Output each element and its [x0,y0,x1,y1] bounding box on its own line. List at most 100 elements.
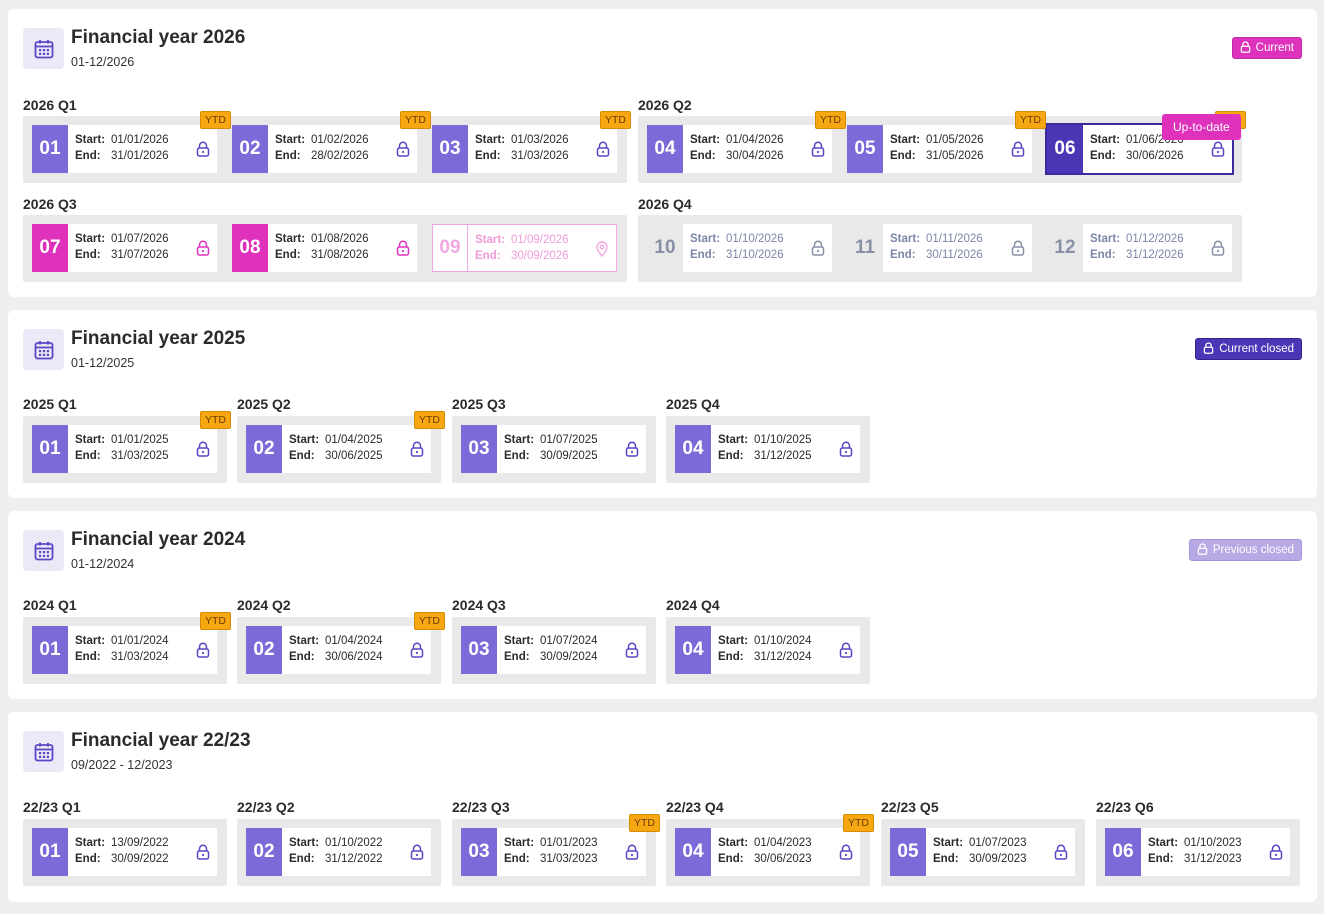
period-item[interactable]: 09 Start: 01/09/2026 End: 30/09/2026 [432,224,617,272]
quarter-label: 2024 Q3 [452,597,506,613]
calendar-icon [23,530,64,571]
end-date: 28/02/2026 [311,150,369,162]
lock-icon[interactable] [196,240,210,256]
period-end-row: End: 30/06/2025 [289,450,383,462]
period-item[interactable]: 12 Start: 01/12/2026 End: 31/12/2026 [1047,224,1232,272]
year-status-badge[interactable]: Current [1231,37,1302,59]
quarter-group: 03 Start: 01/07/2025 End: 30/09/2025 [452,416,656,483]
end-date: 30/06/2023 [754,853,812,865]
end-label: End: [289,450,315,462]
lock-icon[interactable] [1269,844,1283,860]
period-item[interactable]: 01 Start: 01/01/2025 End: 31/03/2025 YTD [32,411,231,473]
period-number: 04 [675,626,711,674]
period-item[interactable]: 07 Start: 01/07/2026 End: 31/07/2026 [32,224,217,272]
lock-icon[interactable] [625,844,639,860]
period-start-row: Start: 01/10/2024 [718,635,812,647]
lock-icon[interactable] [625,441,639,457]
period-item[interactable]: 01 Start: 01/01/2026 End: 31/01/2026 YTD [32,111,231,173]
period-item[interactable]: 02 Start: 01/10/2022 End: 31/12/2022 [246,828,431,876]
period-item[interactable]: 06 Start: 01/10/2023 End: 31/12/2023 [1105,828,1290,876]
quarter-label: 22/23 Q3 [452,799,510,815]
pin-icon[interactable] [595,241,609,258]
quarter-group: 05 Start: 01/07/2023 End: 30/09/2023 [881,819,1085,886]
period-start-row: Start: 13/09/2022 [75,837,169,849]
period-number: 03 [432,125,468,173]
lock-icon[interactable] [410,441,424,457]
lock-icon[interactable] [811,141,825,157]
period-card: Start: 01/08/2026 End: 31/08/2026 [268,224,417,272]
period-card: Start: 01/01/2026 End: 31/01/2026 [68,125,217,173]
lock-icon[interactable] [839,844,853,860]
lock-icon[interactable] [1011,141,1025,157]
period-start-row: Start: 01/05/2026 [890,134,984,146]
lock-icon[interactable] [410,844,424,860]
end-date: 30/11/2026 [926,249,983,261]
start-date: 01/01/2026 [111,134,169,146]
lock-icon[interactable] [1211,141,1225,157]
period-item[interactable]: 03 Start: 01/07/2024 End: 30/09/2024 [461,626,646,674]
quarter-group: 04 Start: 01/04/2023 End: 30/06/2023 YTD [666,814,874,886]
period-item[interactable]: 08 Start: 01/08/2026 End: 31/08/2026 [232,224,417,272]
period-item[interactable]: 04 Start: 01/04/2023 End: 30/06/2023 YTD [675,814,874,876]
year-status-badge[interactable]: Current closed [1195,338,1302,360]
quarter-label: 22/23 Q6 [1096,799,1154,815]
period-item[interactable]: 02 Start: 01/04/2025 End: 30/06/2025 YTD [246,411,445,473]
period-card: Start: 01/10/2023 End: 31/12/2023 [1141,828,1290,876]
period-item[interactable]: 01 Start: 13/09/2022 End: 30/09/2022 [32,828,217,876]
lock-icon[interactable] [1211,240,1225,256]
period-item[interactable]: 02 Start: 01/04/2024 End: 30/06/2024 YTD [246,612,445,674]
lock-icon[interactable] [196,141,210,157]
period-item[interactable]: 04 Start: 01/04/2026 End: 30/04/2026 YTD [647,111,846,173]
period-item[interactable]: 03 Start: 01/07/2025 End: 30/09/2025 [461,425,646,473]
period-item[interactable]: 10 Start: 01/10/2026 End: 31/10/2026 [647,224,832,272]
period-item[interactable]: 02 Start: 01/02/2026 End: 28/02/2026 YTD [232,111,431,173]
lock-icon[interactable] [196,844,210,860]
end-label: End: [890,150,916,162]
ytd-badge: YTD [1015,111,1046,129]
quarter-group: 01 Start: 01/01/2025 End: 31/03/2025 YTD [23,411,231,483]
lock-icon[interactable] [196,441,210,457]
period-item[interactable]: 01 Start: 01/01/2024 End: 31/03/2024 YTD [32,612,231,674]
start-label: Start: [718,434,749,446]
period-start-row: Start: 01/12/2026 [1090,233,1184,245]
period-item[interactable]: 03 Start: 01/01/2023 End: 31/03/2023 YTD [461,814,660,876]
period-start-row: Start: 01/04/2025 [289,434,383,446]
period-start-row: Start: 01/01/2023 [504,837,598,849]
lock-icon[interactable] [596,141,610,157]
start-label: Start: [275,134,306,146]
lock-icon[interactable] [811,240,825,256]
lock-icon[interactable] [396,141,410,157]
start-date: 01/10/2023 [1184,837,1242,849]
period-number: 01 [32,626,68,674]
quarter-label: 2026 Q1 [23,97,77,113]
lock-icon[interactable] [1011,240,1025,256]
lock-icon[interactable] [410,642,424,658]
period-item[interactable]: 03 Start: 01/03/2026 End: 31/03/2026 YTD [432,111,631,173]
start-label: Start: [504,837,535,849]
period-number: 03 [461,425,497,473]
lock-icon[interactable] [1054,844,1068,860]
end-date: 31/03/2024 [111,651,169,663]
start-label: Start: [475,134,506,146]
period-item[interactable]: 05 Start: 01/07/2023 End: 30/09/2023 [890,828,1075,876]
period-start-row: Start: 01/04/2024 [289,635,383,647]
period-card: Start: 01/09/2026 End: 30/09/2026 [468,224,617,272]
lock-icon[interactable] [396,240,410,256]
quarter-label: 2024 Q4 [666,597,720,613]
period-item[interactable]: 11 Start: 01/11/2026 End: 30/11/2026 [847,224,1032,272]
period-item[interactable]: 05 Start: 01/05/2026 End: 31/05/2026 YTD [847,111,1046,173]
period-start-row: Start: 01/04/2023 [718,837,812,849]
period-item[interactable]: 04 Start: 01/10/2025 End: 31/12/2025 [675,425,860,473]
lock-icon[interactable] [839,642,853,658]
period-card: Start: 01/01/2024 End: 31/03/2024 [68,626,217,674]
lock-icon[interactable] [625,642,639,658]
end-date: 31/10/2026 [726,249,784,261]
lock-icon[interactable] [196,642,210,658]
period-end-row: End: 31/12/2026 [1090,249,1184,261]
year-status-badge[interactable]: Previous closed [1188,539,1302,561]
period-item[interactable]: 04 Start: 01/10/2024 End: 31/12/2024 [675,626,860,674]
year-status-label: Current closed [1219,343,1294,355]
start-date: 01/05/2026 [926,134,984,146]
quarter-label: 22/23 Q2 [237,799,295,815]
lock-icon[interactable] [839,441,853,457]
